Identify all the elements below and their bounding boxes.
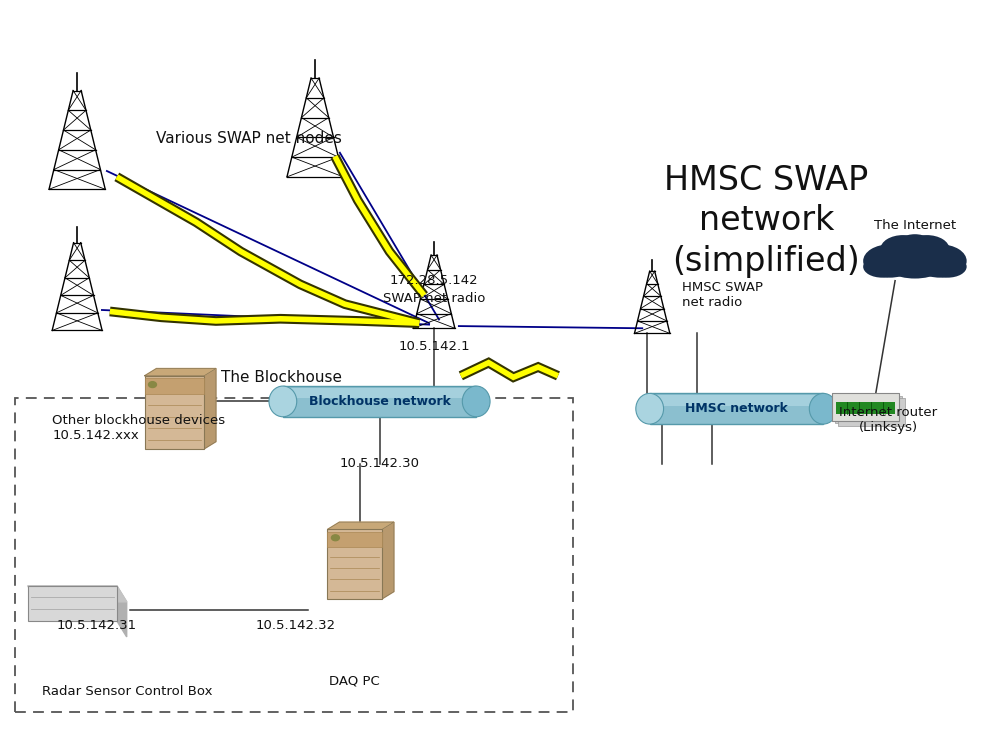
Text: HMSC SWAP
network
(simplified): HMSC SWAP network (simplified) [664,164,868,279]
Text: Internet router
(Linksys): Internet router (Linksys) [839,405,937,433]
Ellipse shape [904,235,949,263]
Circle shape [331,535,339,541]
FancyBboxPatch shape [145,378,204,394]
Polygon shape [28,586,127,602]
Ellipse shape [863,256,901,278]
FancyBboxPatch shape [145,376,204,449]
Text: HMSC network: HMSC network [685,402,788,415]
Polygon shape [117,586,127,637]
Ellipse shape [896,234,934,259]
Ellipse shape [879,239,950,279]
Text: 172.28.5.142: 172.28.5.142 [390,274,479,287]
FancyBboxPatch shape [650,395,824,405]
FancyBboxPatch shape [327,529,382,599]
Text: The Internet: The Internet [873,220,956,232]
Text: 10.5.142.1: 10.5.142.1 [398,340,470,353]
FancyBboxPatch shape [650,394,824,424]
Text: Various SWAP net nodes: Various SWAP net nodes [157,130,342,146]
Polygon shape [145,368,216,376]
Ellipse shape [913,244,967,278]
Ellipse shape [269,386,297,417]
Text: Other blockhouse devices
10.5.142.xxx: Other blockhouse devices 10.5.142.xxx [53,414,225,442]
FancyBboxPatch shape [327,531,382,547]
Ellipse shape [928,256,967,278]
Ellipse shape [810,394,837,424]
Ellipse shape [636,394,664,424]
FancyBboxPatch shape [837,398,905,425]
Polygon shape [327,522,394,529]
Text: Blockhouse network: Blockhouse network [309,395,451,408]
Ellipse shape [463,386,491,417]
FancyBboxPatch shape [283,386,477,417]
Text: 10.5.142.30: 10.5.142.30 [340,457,420,470]
Text: HMSC SWAP
net radio: HMSC SWAP net radio [682,282,763,310]
Text: SWAP net radio: SWAP net radio [383,292,486,305]
FancyBboxPatch shape [835,402,895,414]
Polygon shape [382,522,394,599]
Text: Radar Sensor Control Box: Radar Sensor Control Box [43,685,213,698]
FancyBboxPatch shape [831,394,899,421]
FancyBboxPatch shape [834,396,902,423]
Ellipse shape [863,244,916,278]
Text: The Blockhouse: The Blockhouse [221,370,342,385]
Text: DAQ PC: DAQ PC [329,674,380,688]
FancyBboxPatch shape [283,388,477,398]
Polygon shape [204,368,216,449]
FancyBboxPatch shape [831,394,899,421]
FancyBboxPatch shape [28,586,117,621]
Ellipse shape [880,235,925,263]
Circle shape [149,382,157,388]
Text: 10.5.142.32: 10.5.142.32 [255,620,335,632]
Text: 10.5.142.31: 10.5.142.31 [57,620,137,632]
